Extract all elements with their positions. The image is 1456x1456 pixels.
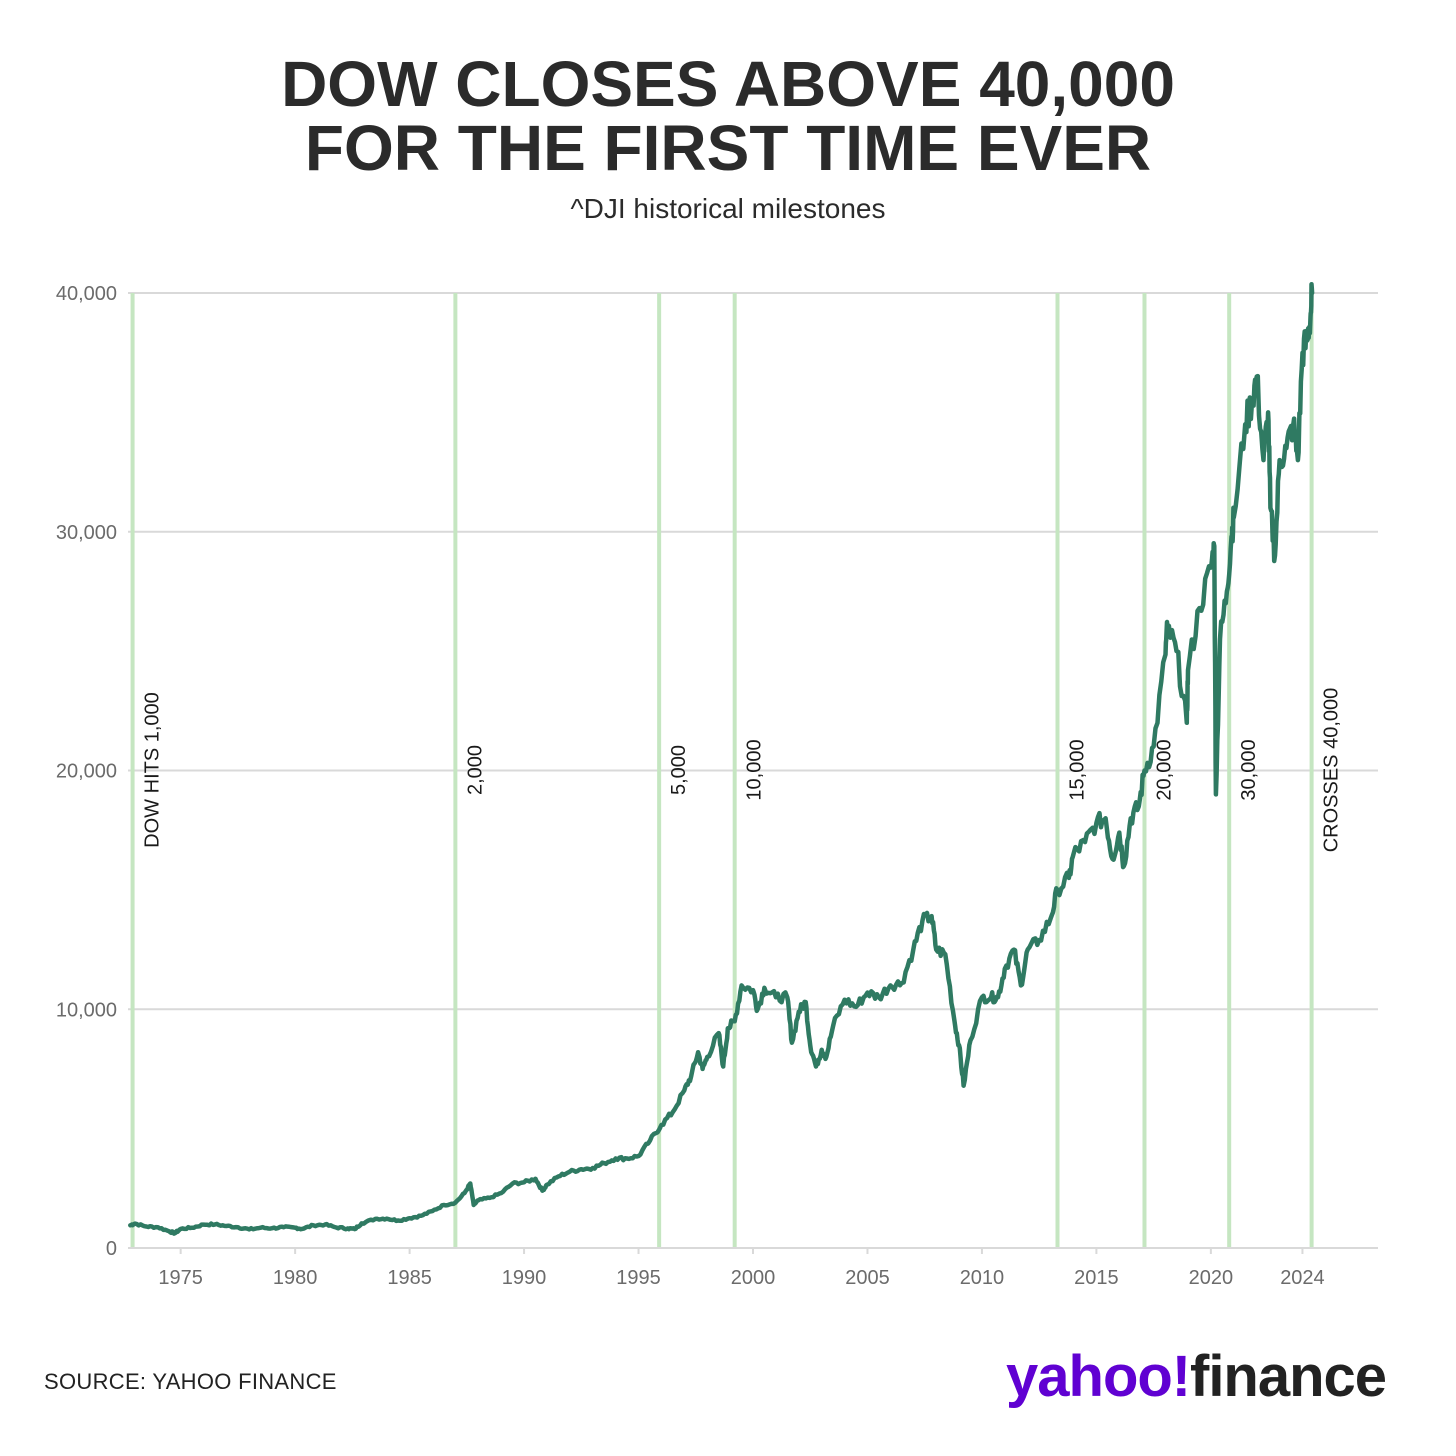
- source-note: SOURCE: YAHOO FINANCE: [44, 1369, 337, 1394]
- x-tick-label: 2000: [731, 1267, 776, 1289]
- y-tick-label: 0: [106, 1238, 117, 1260]
- x-tick-label: 2024: [1280, 1267, 1325, 1289]
- x-tick-label: 1990: [502, 1267, 547, 1289]
- x-tick-label: 2005: [845, 1267, 890, 1289]
- y-tick-label: 10,000: [56, 999, 117, 1021]
- dow-series-line: [128, 281, 1315, 1236]
- milestone-label: DOW HITS 1,000: [142, 692, 164, 848]
- milestone-label: CROSSES 40,000: [1321, 688, 1343, 853]
- chart-title-line-1: DOW CLOSES ABOVE 40,000: [281, 48, 1175, 120]
- milestone-label: 15,000: [1066, 739, 1088, 800]
- y-tick-label: 40,000: [56, 283, 117, 305]
- yahoo-logo-brand: yahoo!: [1006, 1344, 1190, 1409]
- milestone-label: 10,000: [744, 739, 766, 800]
- milestone-label: 20,000: [1153, 739, 1175, 800]
- x-tick-label: 1980: [273, 1267, 318, 1289]
- milestone-label: 30,000: [1238, 739, 1260, 800]
- milestone-label: 2,000: [464, 745, 486, 795]
- label-layer: DOW HITS 1,000 2,000 5,000 10,000 15,000 20,0…: [142, 688, 1343, 853]
- x-tick-label: 1995: [616, 1267, 661, 1289]
- x-tick-label: 2020: [1189, 1267, 1234, 1289]
- x-tick-label: 1985: [387, 1267, 432, 1289]
- axis-layer: 0 10,000 20,000 30,000 40,000 1975 1980 1985 199…: [56, 283, 1378, 1289]
- yahoo-finance-logo: yahoo! finance: [1006, 1344, 1387, 1409]
- milestone-label: 5,000: [668, 745, 690, 795]
- chart-subtitle: ^DJI historical milestones: [570, 193, 886, 224]
- yahoo-logo-product: finance: [1190, 1344, 1386, 1409]
- series-layer: [128, 281, 1315, 1236]
- x-tick-label: 2010: [960, 1267, 1005, 1289]
- milestone-layer: [130, 293, 1314, 1248]
- y-tick-label: 20,000: [56, 761, 117, 783]
- chart-title: DOW CLOSES ABOVE 40,000 FOR THE FIRST TI…: [0, 52, 1456, 180]
- x-tick-label: 2015: [1074, 1267, 1119, 1289]
- chart-title-line-2: FOR THE FIRST TIME EVER: [304, 112, 1152, 184]
- x-tick-label: 1975: [158, 1267, 203, 1289]
- y-tick-label: 30,000: [56, 522, 117, 544]
